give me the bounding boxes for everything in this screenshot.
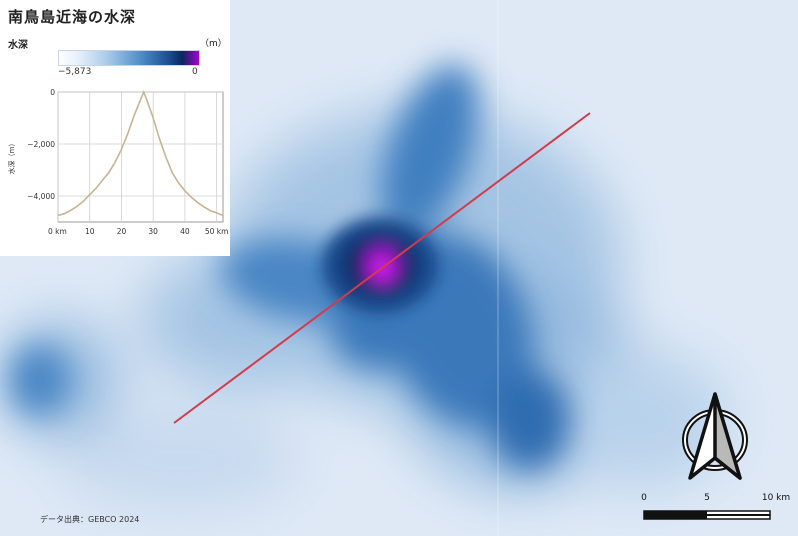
- data-source-note: データ出典：GEBCO 2024: [40, 515, 140, 524]
- scale-label-0: 0: [641, 493, 647, 503]
- profile-xtick-label: 10: [85, 227, 95, 236]
- depth-colorbar: [58, 50, 200, 66]
- profile-ytick-label: 0: [50, 88, 55, 97]
- profile-xtick-label: 20: [117, 227, 127, 236]
- legend-title: 水深: [8, 40, 28, 51]
- profile-xtick-label: 0 km: [48, 227, 67, 236]
- profile-ylabel: 水深（m）: [7, 140, 16, 175]
- profile-line: [57, 89, 224, 217]
- profile-transect-line: [173, 112, 591, 424]
- legend-panel: 南鳥島近海の水深 水深 （m） −5,873 0 0 −2,000 −4,000 0…: [0, 0, 230, 256]
- scale-label-5: 5: [704, 493, 710, 503]
- profile-ytick-label: −4,000: [27, 192, 55, 201]
- legend-min-label: −5,873: [58, 67, 92, 77]
- profile-ytick-label: −2,000: [27, 140, 55, 149]
- map-title: 南鳥島近海の水深: [8, 8, 137, 26]
- profile-xtick-label: 30: [148, 227, 158, 236]
- north-arrow-icon: [682, 392, 748, 480]
- profile-xtick-label: 50 km: [205, 227, 229, 236]
- depth-profile-chart: 0 −2,000 −4,000 0 km 10 20 30 40 50 km 水深（m）: [7, 88, 229, 236]
- legend-max-label: 0: [192, 67, 198, 77]
- profile-xtick-label: 40: [180, 227, 190, 236]
- scale-bar: 0 5 10 km: [641, 493, 790, 520]
- scale-label-10: 10 km: [762, 493, 790, 503]
- legend-unit: （m）: [200, 39, 227, 49]
